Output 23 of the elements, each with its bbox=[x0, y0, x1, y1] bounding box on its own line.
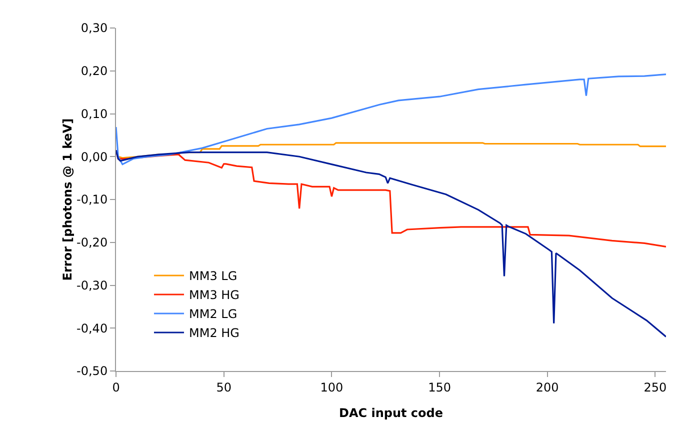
x-tick-label: 150 bbox=[428, 380, 451, 394]
x-axis-title: DAC input code bbox=[338, 406, 444, 420]
line-series bbox=[116, 149, 666, 338]
legend-label: MM3 HG bbox=[189, 288, 240, 302]
y-tick-label: -0,50 bbox=[76, 364, 108, 378]
y-tick-label: 0,10 bbox=[80, 106, 108, 121]
line-series bbox=[116, 74, 666, 166]
y-tick-label: 0,30 bbox=[80, 21, 108, 36]
y-tick-label: -0,30 bbox=[76, 278, 108, 292]
x-tick-label: 100 bbox=[320, 380, 344, 394]
legend-label: MM3 LG bbox=[189, 269, 238, 284]
legend-label: MM2 LG bbox=[189, 307, 238, 322]
y-tick-label: -0,40 bbox=[76, 321, 108, 336]
y-tick-label: 0,20 bbox=[80, 64, 108, 78]
y-tick-label: 0,00 bbox=[80, 150, 108, 164]
x-tick-label: 200 bbox=[536, 380, 559, 394]
y-tick-label: -0,20 bbox=[76, 236, 108, 250]
y-tick-label: -0,10 bbox=[76, 192, 108, 207]
y-axis-title: Error [photons @ 1 keV] bbox=[60, 118, 75, 281]
x-tick-label: 0 bbox=[112, 380, 120, 394]
legend-label: MM2 HG bbox=[189, 326, 240, 340]
x-tick-label: 50 bbox=[216, 380, 232, 394]
x-tick-label: 250 bbox=[644, 380, 667, 394]
